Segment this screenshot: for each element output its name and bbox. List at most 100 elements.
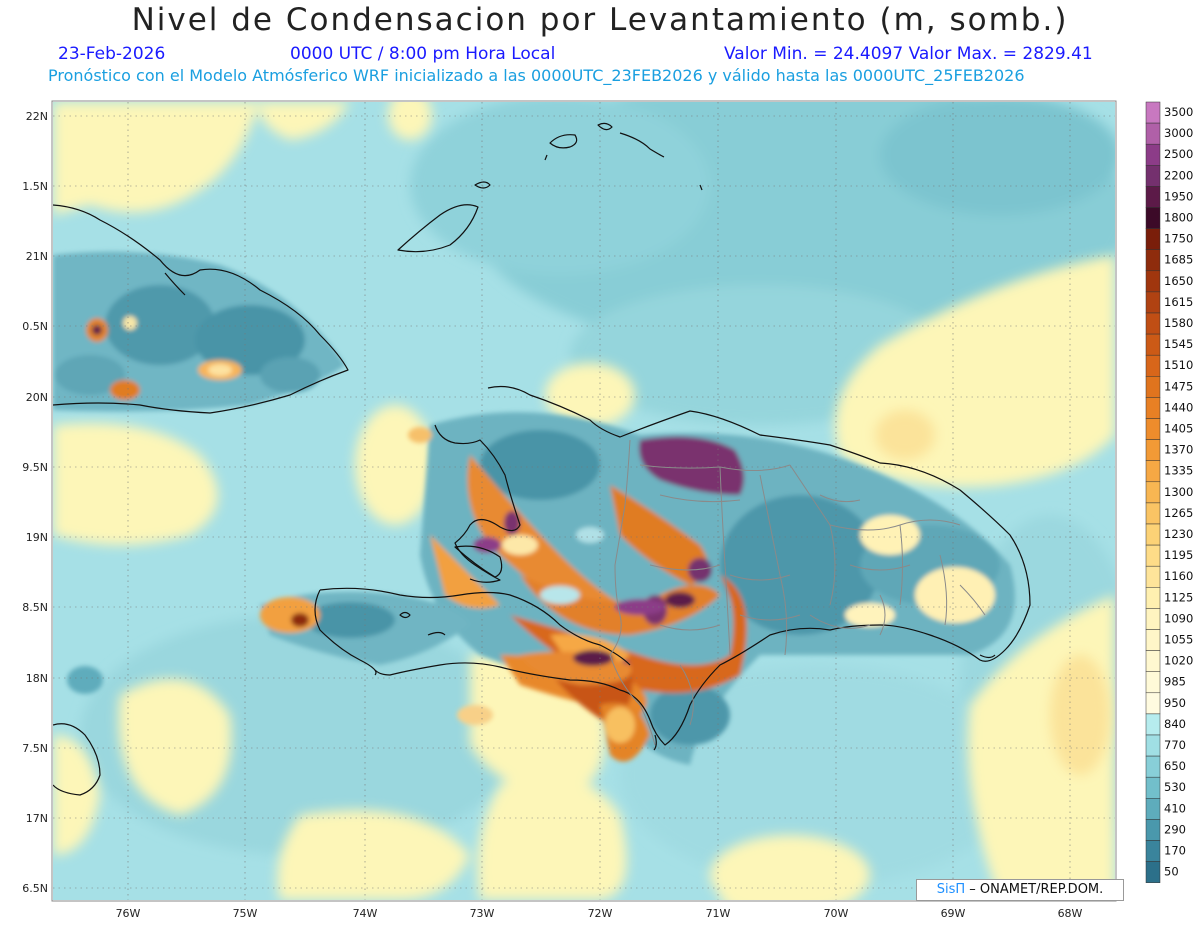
colorbar-swatch [1145, 776, 1161, 799]
coastlines [53, 122, 1031, 796]
colorbar-label: 1055 [1164, 633, 1193, 647]
plot-frame [51, 100, 1117, 902]
colorbar-swatch [1145, 165, 1161, 187]
colorbar-label: 1685 [1164, 253, 1193, 267]
lon-label: 76W [116, 907, 141, 920]
lat-label: 9.5N [22, 461, 48, 474]
colorbar-swatch [1145, 523, 1161, 546]
colorbar-label: 170 [1164, 844, 1186, 858]
colorbar-swatch [1145, 798, 1161, 820]
colorbar-label: 1545 [1164, 337, 1193, 351]
lcl-field [53, 102, 1115, 900]
colorbar-swatch [1145, 734, 1161, 757]
colorbar-label: 650 [1164, 759, 1186, 773]
colorbar-label: 1195 [1164, 548, 1193, 562]
colorbar-swatch [1145, 228, 1161, 250]
colorbar-label: 1580 [1164, 316, 1193, 330]
longitude-labels: 76W 75W 74W 73W 72W 71W 70W 69W 68W [116, 907, 1083, 920]
lon-label: 72W [588, 907, 613, 920]
lon-label: 73W [470, 907, 495, 920]
lat-label: 7.5N [22, 742, 48, 755]
lon-label: 71W [706, 907, 731, 920]
colorbar-swatch [1145, 819, 1161, 841]
colorbar-swatch [1145, 544, 1161, 567]
colorbar-swatch [1145, 460, 1161, 483]
colorbar-label: 1125 [1164, 590, 1193, 604]
colorbar-label: 1335 [1164, 464, 1193, 478]
colorbar-label: 1265 [1164, 506, 1193, 520]
model-subtitle: Pronóstico con el Modelo Atmósferico WRF… [48, 66, 1025, 85]
colorbar-swatch [1145, 312, 1161, 335]
colorbar-swatch [1145, 354, 1161, 377]
colorbar-label: 1750 [1164, 232, 1193, 246]
colorbar-label: 1615 [1164, 295, 1193, 309]
sispi-logo-text: SisΠ [936, 882, 966, 897]
lat-label: 22N [26, 110, 48, 123]
colorbar-swatch [1145, 587, 1161, 609]
colorbar-swatch [1145, 143, 1161, 166]
colorbar-label: 985 [1164, 675, 1186, 689]
min-max-values: Valor Min. = 24.4097 Valor Max. = 2829.4… [724, 44, 1093, 64]
colorbar-label: 410 [1164, 801, 1186, 815]
colorbar-label: 290 [1164, 822, 1186, 836]
colorbar-swatch [1145, 629, 1161, 651]
lcl-map: 22N 1.5N 21N 0.5N 20N 9.5N 19N 8.5N 18N … [22, 100, 1193, 920]
colorbar-swatch [1145, 713, 1161, 736]
latitude-labels: 22N 1.5N 21N 0.5N 20N 9.5N 19N 8.5N 18N … [22, 110, 48, 895]
colorbar-label: 1800 [1164, 211, 1193, 225]
colorbar-label: 1230 [1164, 527, 1193, 541]
colorbar-label: 530 [1164, 780, 1186, 794]
colorbar-swatch [1145, 101, 1161, 124]
colorbar-label: 2500 [1164, 147, 1193, 161]
colorbar-label: 1160 [1164, 569, 1193, 583]
lon-label: 75W [233, 907, 258, 920]
colorbar-swatch [1145, 270, 1161, 293]
colorbar-swatch [1145, 481, 1161, 504]
colorbar-label: 1300 [1164, 485, 1193, 499]
colorbar-label: 1650 [1164, 274, 1193, 288]
colorbar-label: 50 [1164, 865, 1179, 879]
colorbar-label: 1020 [1164, 654, 1193, 668]
lat-label: 19N [26, 531, 48, 544]
forecast-time: 0000 UTC / 8:00 pm Hora Local [290, 44, 556, 64]
colorbar-swatch [1145, 671, 1161, 694]
colorbar-label: 1950 [1164, 189, 1193, 203]
forecast-date: 23-Feb-2026 [58, 44, 166, 64]
lat-label: 1.5N [22, 180, 48, 193]
colorbar-label: 1370 [1164, 443, 1193, 457]
lon-label: 69W [941, 907, 966, 920]
credit-box: SisΠ – ONAMET/REP.DOM. [916, 879, 1124, 901]
colorbar-swatch [1145, 840, 1161, 862]
colorbar-label: 3500 [1164, 105, 1193, 119]
colorbar-swatch [1145, 418, 1161, 440]
colorbar-swatch [1145, 861, 1161, 883]
lat-label: 21N [26, 250, 48, 263]
colorbar-swatch [1145, 333, 1161, 356]
colorbar-swatch [1145, 608, 1161, 630]
colorbar-swatch [1145, 755, 1161, 778]
lon-label: 68W [1058, 907, 1083, 920]
colorbar-swatch [1145, 692, 1161, 715]
colorbar-swatch [1145, 249, 1161, 272]
colorbar-swatch [1145, 186, 1161, 208]
colorbar-swatch [1145, 397, 1161, 419]
colorbar-label: 1475 [1164, 379, 1193, 393]
colorbar-label: 1405 [1164, 422, 1193, 436]
colorbar-swatch [1145, 207, 1161, 229]
map-title: Nivel de Condensacion por Levantamiento … [131, 2, 1069, 38]
credit-text: – ONAMET/REP.DOM. [965, 882, 1104, 897]
lat-label: 17N [26, 812, 48, 825]
colorbar-label: 950 [1164, 696, 1186, 710]
lon-label: 74W [353, 907, 378, 920]
colorbar-label: 1090 [1164, 611, 1193, 625]
grid-lines [53, 102, 1115, 900]
colorbar-label: 840 [1164, 717, 1186, 731]
lat-label: 6.5N [22, 882, 48, 895]
lat-label: 18N [26, 672, 48, 685]
lon-label: 70W [824, 907, 849, 920]
colorbar-label: 770 [1164, 738, 1186, 752]
lat-label: 8.5N [22, 601, 48, 614]
colorbar-label: 3000 [1164, 126, 1193, 140]
province-borders [609, 439, 986, 746]
colorbar-label: 2200 [1164, 168, 1193, 182]
